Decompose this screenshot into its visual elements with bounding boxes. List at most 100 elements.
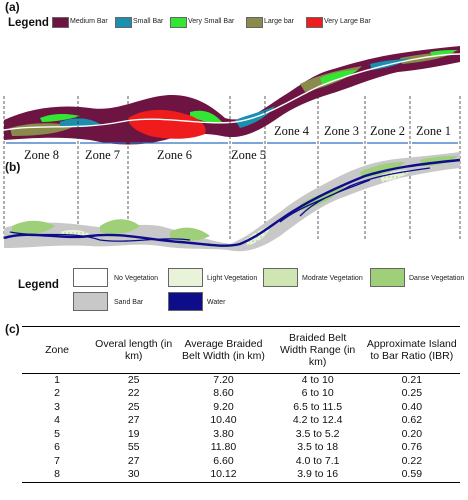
table-cell: 6.60 bbox=[213, 454, 234, 467]
table-row: 5 19 3.80 3.5 to 5.2 0.20 bbox=[22, 428, 460, 442]
zone-label-5: Zone 5 bbox=[231, 148, 267, 162]
zone-table: Zone Overal length (in km) Average Braid… bbox=[22, 327, 460, 482]
column-header-width-range: Braided Belt Width Range (in km) bbox=[279, 331, 356, 368]
table-cell: 11.80 bbox=[210, 441, 237, 453]
table-cell: 3.80 bbox=[213, 427, 234, 440]
table-cell: 0.25 bbox=[401, 387, 423, 399]
legend-b-swatch-danse-vegetation bbox=[370, 268, 405, 287]
table-cell: 0.20 bbox=[401, 427, 423, 440]
river-belt-b bbox=[4, 152, 460, 252]
column-header-overal-length: Overal length (in km) bbox=[95, 337, 173, 362]
legend-b-label-sand-bar: Sand Bar bbox=[114, 299, 144, 306]
legend-a-swatch-small-bar bbox=[115, 17, 132, 28]
table-header-row: Zone Overal length (in km) Average Braid… bbox=[22, 327, 460, 373]
table-cell: 0.21 bbox=[401, 373, 423, 386]
table-cell: 19 bbox=[127, 427, 140, 440]
legend-a-title: Legend bbox=[8, 17, 49, 29]
panel-label-a: (a) bbox=[5, 0, 20, 14]
table-cell: 5 bbox=[54, 427, 60, 440]
table-cell: 0.40 bbox=[401, 400, 423, 413]
table-top-rule bbox=[22, 326, 460, 327]
legend-a-label-medium-bar: Medium Bar bbox=[70, 18, 108, 25]
table-cell: 10.40 bbox=[210, 414, 237, 426]
table-cell: 1 bbox=[54, 373, 60, 386]
legend-a-label-large-bar: Large bar bbox=[264, 18, 294, 25]
water-channel-main bbox=[3, 158, 461, 247]
legend-a-label-small-bar: Small Bar bbox=[133, 18, 164, 25]
table-cell: 3.9 to 16 bbox=[297, 468, 339, 480]
panel-label-c: (c) bbox=[5, 322, 20, 336]
table-cell: 0.22 bbox=[401, 454, 423, 467]
zone-label-3: Zone 3 bbox=[324, 124, 360, 138]
legend-a-swatch-very-large-bar bbox=[306, 17, 323, 28]
table-cell: 22 bbox=[127, 387, 140, 399]
table-cell: 25 bbox=[127, 400, 140, 413]
table-cell: 4.0 to 7.1 bbox=[295, 454, 340, 467]
zone-label-7: Zone 7 bbox=[85, 148, 121, 162]
legend-b-label-light-vegetation: Light Vegetation bbox=[207, 275, 258, 282]
table-cell: 3.5 to 5.2 bbox=[295, 427, 340, 440]
channel-a bbox=[3, 53, 461, 131]
water-channel-secondary bbox=[9, 167, 431, 242]
legend-a-swatch-medium-bar bbox=[52, 17, 69, 28]
legend-a-label-very-small-bar: Very Small Bar bbox=[188, 18, 235, 25]
table-cell: 9.20 bbox=[213, 400, 234, 413]
table-row: 3 25 9.20 6.5 to 11.5 0.40 bbox=[22, 401, 460, 415]
table-cell: 0.62 bbox=[401, 414, 423, 426]
legend-b-swatch-sand-bar bbox=[73, 292, 108, 311]
zone-label-2: Zone 2 bbox=[370, 124, 406, 138]
legend-b-label-water: Water bbox=[207, 299, 226, 306]
legend-b-swatch-modrate-vegetation bbox=[263, 268, 298, 287]
table-row: 2 22 8.60 6 to 10 0.25 bbox=[22, 387, 460, 401]
table-cell: 6.5 to 11.5 bbox=[293, 400, 343, 413]
table-row: 4 27 10.40 4.2 to 12.4 0.62 bbox=[22, 414, 460, 428]
table-cell: 3 bbox=[54, 400, 60, 413]
table-cell: 7.20 bbox=[213, 373, 234, 386]
table-row: 8 30 10.12 3.9 to 16 0.59 bbox=[22, 468, 460, 482]
table-cell: 0.76 bbox=[401, 441, 423, 453]
legend-a-swatch-very-small-bar bbox=[170, 17, 187, 28]
table-cell: 3.5 to 18 bbox=[297, 441, 339, 453]
table-cell: 4 bbox=[54, 414, 60, 426]
zone-label-1: Zone 1 bbox=[416, 124, 452, 138]
bar-classification-map bbox=[3, 46, 461, 145]
zone-label-4: Zone 4 bbox=[274, 124, 310, 138]
table-bottom-rule bbox=[22, 481, 460, 483]
table-cell: 7 bbox=[54, 454, 60, 467]
legend-b-label-danse-vegetation: Danse Vegetation bbox=[409, 275, 465, 282]
table-cell: 4.2 to 12.4 bbox=[292, 414, 343, 426]
table-cell: 27 bbox=[127, 454, 140, 467]
legend-b-label-no-vegetation: No Vegetation bbox=[114, 275, 158, 282]
table-cell: 6 to 10 bbox=[301, 387, 334, 399]
column-header-zone: Zone bbox=[45, 343, 69, 356]
zone-label-6: Zone 6 bbox=[157, 148, 193, 162]
table-row: 1 25 7.20 4 to 10 0.21 bbox=[22, 374, 460, 388]
header-rule bbox=[22, 372, 460, 374]
table-cell: 10.12 bbox=[210, 468, 237, 480]
legend-b-swatch-light-vegetation bbox=[168, 268, 203, 287]
river-maps bbox=[3, 46, 461, 252]
small-bar-patches bbox=[60, 58, 410, 128]
table-cell: 6 bbox=[54, 441, 60, 453]
legend-b-label-modrate-vegetation: Modrate Vegetation bbox=[302, 275, 363, 282]
table-cell: 8 bbox=[54, 468, 60, 480]
legend-b-swatch-no-vegetation bbox=[73, 268, 108, 287]
table-cell: 27 bbox=[127, 414, 140, 426]
table-cell: 2 bbox=[54, 387, 60, 399]
table-cell: 4 to 10 bbox=[301, 373, 334, 386]
table-cell: 55 bbox=[127, 441, 140, 453]
legend-a-label-very-large-bar: Very Large Bar bbox=[324, 18, 371, 25]
vegetation-patches bbox=[12, 156, 458, 241]
panel-label-b: (b) bbox=[5, 160, 21, 174]
table-cell: 30 bbox=[127, 468, 140, 480]
zone-table-container: Zone Overal length (in km) Average Braid… bbox=[22, 326, 460, 483]
table-cell: 25 bbox=[127, 373, 140, 386]
table-cell: 8.60 bbox=[213, 387, 234, 399]
column-header-average-width: Average Braided Belt Width (in km) bbox=[182, 337, 265, 362]
very-large-bar bbox=[128, 109, 206, 139]
column-header-ibr: Approximate Island to Bar Ratio (IBR) bbox=[366, 337, 457, 362]
legend-b-swatch-water bbox=[168, 292, 203, 311]
table-row: 7 27 6.60 4.0 to 7.1 0.22 bbox=[22, 455, 460, 469]
vegetation-map bbox=[3, 152, 461, 252]
